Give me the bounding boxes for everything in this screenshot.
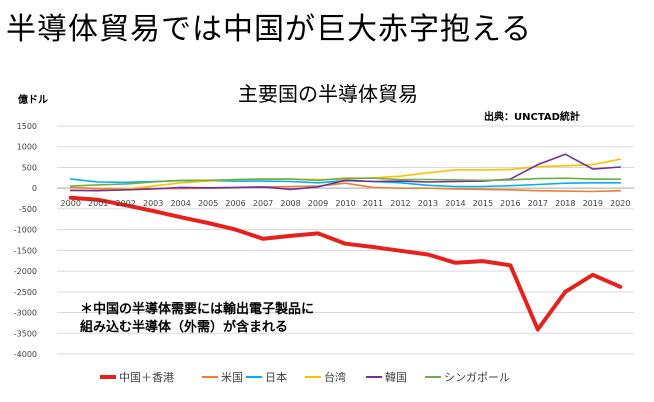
annotation-line: ＊中国の半導体需要には輸出電子製品に: [80, 301, 314, 317]
legend-label: シンガポール: [444, 371, 510, 384]
x-tick-label: 2011: [363, 199, 383, 208]
source-label: 出典：UNCTAD統計: [484, 110, 580, 123]
x-tick-label: 2018: [555, 199, 575, 208]
x-tick-label: 2010: [335, 199, 355, 208]
x-tick-label: 2007: [253, 199, 273, 208]
unit-label: 億ドル: [18, 93, 48, 106]
series-line-台湾: [69, 158, 622, 192]
x-tick-label: 2013: [418, 199, 438, 208]
x-tick-label: 2009: [308, 199, 328, 208]
x-tick-label: 2000: [61, 199, 81, 208]
annotation-line: 組み込む半導体（外需）が含まれる: [80, 319, 288, 335]
x-tick-label: 2004: [170, 199, 190, 208]
y-tick-label: -3000: [14, 309, 37, 318]
y-tick-label: -3500: [14, 329, 37, 338]
series-line-シンガポール: [69, 177, 622, 187]
legend-label: 中国＋香港: [119, 371, 174, 384]
y-tick-label: 1000: [17, 143, 37, 152]
legend-label: 米国: [221, 371, 243, 384]
y-tick-label: -2500: [14, 288, 37, 297]
y-tick-label: -500: [19, 205, 37, 214]
x-tick-label: 2019: [583, 199, 603, 208]
x-tick-label: 2003: [143, 199, 163, 208]
y-tick-label: -1500: [14, 246, 37, 255]
x-tick-label: 2005: [198, 199, 218, 208]
y-tick-label: 0: [32, 184, 37, 193]
x-tick-label: 2002: [116, 199, 136, 208]
x-tick-label: 2020: [610, 199, 630, 208]
series-line-韓国: [69, 153, 622, 192]
x-tick-label: 2017: [528, 199, 548, 208]
x-tick-label: 2016: [500, 199, 520, 208]
series-line-中国＋香港: [68, 195, 623, 332]
x-tick-label: 2015: [473, 199, 493, 208]
y-tick-label: -2000: [14, 267, 37, 276]
y-tick-label: 1500: [17, 122, 37, 131]
legend-label: 日本: [265, 370, 287, 384]
x-tick-label: 2008: [280, 199, 300, 208]
x-tick-label: 2012: [390, 199, 410, 208]
headline: 半導体貿易では中国が巨大赤字抱える: [6, 12, 533, 47]
legend-label: 台湾: [324, 370, 346, 384]
y-tick-label: -1000: [14, 226, 37, 235]
legend-label: 韓国: [385, 371, 407, 384]
x-tick-label: 2001: [88, 199, 108, 208]
y-tick-label: 500: [22, 163, 37, 172]
y-tick-label: -4000: [14, 350, 37, 359]
x-tick-label: 2006: [225, 199, 245, 208]
x-tick-label: 2014: [445, 199, 465, 208]
chart-title: 主要国の半導体貿易: [238, 82, 418, 106]
